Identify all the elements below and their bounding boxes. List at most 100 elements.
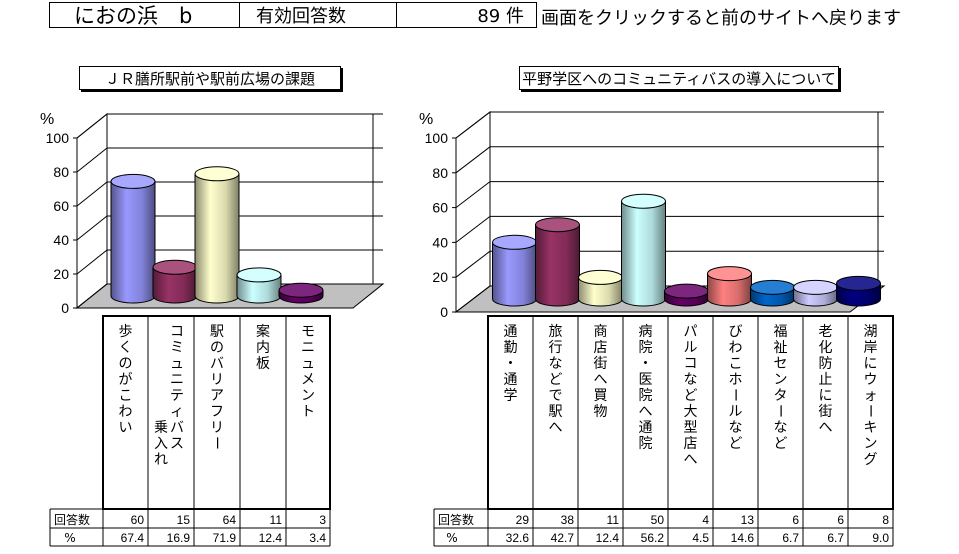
bar-top — [621, 193, 666, 209]
category-label-char: タ — [774, 388, 788, 404]
category-label-char: テ — [170, 388, 184, 404]
back-link[interactable]: 画面をクリックすると前のサイトへ戻ります — [541, 8, 901, 29]
count-cell: 13 — [741, 513, 755, 527]
category-label-char: 駅 — [549, 404, 563, 420]
category-label-char: リ — [210, 372, 224, 388]
category-label-char: ー — [727, 388, 743, 402]
gridline — [455, 216, 491, 243]
category-label-char: ー — [208, 436, 224, 450]
count-cell: 64 — [223, 513, 237, 527]
percent-cell: 3.4 — [309, 531, 326, 545]
percent-cell: 32.6 — [506, 531, 530, 545]
category-label-char: 病 — [639, 324, 653, 340]
percent-cell: 14.6 — [731, 531, 755, 545]
count-cell: 6 — [837, 513, 844, 527]
category-label-char: わ — [119, 404, 133, 420]
bar-top — [492, 234, 537, 250]
row-label-percent: % — [64, 531, 75, 545]
area-title: におの浜 b — [49, 2, 240, 28]
chart-0: 020406080100%回答数%歩くのがこわい6067.4コミュニティバス乗入… — [40, 111, 385, 547]
percent-cell: 9.0 — [872, 531, 889, 545]
count-cell: 11 — [270, 513, 283, 527]
category-label-char: リ — [210, 420, 224, 436]
category-label-char: ど — [684, 388, 698, 404]
category-label-char: ー — [772, 404, 788, 418]
bar-1 — [152, 259, 198, 304]
bar-4 — [278, 282, 324, 304]
percent-cell: 16.9 — [167, 531, 191, 545]
category-label-char: 湖 — [864, 324, 878, 340]
category-label-char: ア — [210, 388, 224, 404]
category-label-char: 岸 — [864, 340, 878, 356]
category-label-char: 老 — [819, 324, 833, 340]
category-label-char: ニ — [301, 340, 315, 356]
count-cell: 4 — [702, 513, 709, 527]
count-cell: 8 — [882, 513, 889, 527]
category-label-char: へ — [639, 404, 653, 420]
category-label-char: ど — [774, 436, 788, 452]
chart-1: 020406080100%回答数%通勤・通学2932.6旅行などで駅へ3842.… — [419, 110, 894, 547]
category-label-char: 物 — [594, 404, 608, 420]
gridline — [76, 283, 108, 309]
category-label-char: わ — [729, 340, 743, 356]
category-label-char: れ — [154, 452, 168, 468]
y-tick-label: 80 — [432, 165, 448, 181]
category-label-char: 旅 — [549, 324, 563, 340]
bar-top — [236, 267, 282, 283]
bar-body — [621, 200, 666, 307]
y-tick-label: 0 — [61, 300, 69, 316]
area-title-text: におの浜 b — [74, 4, 193, 28]
bar-6 — [750, 279, 795, 307]
category-label-char: へ — [549, 420, 563, 436]
category-label-char: 通 — [504, 372, 518, 388]
bar-top — [110, 173, 156, 189]
category-label-char: な — [549, 356, 563, 372]
bar-top — [194, 166, 240, 182]
category-label-char: 駅 — [210, 324, 224, 340]
category-label-char: く — [119, 340, 133, 356]
bar-top — [278, 282, 324, 298]
percent-cell: 56.2 — [641, 531, 665, 545]
response-count-label: 有効回答数 — [240, 2, 397, 28]
gridline — [76, 215, 108, 241]
category-label-char: 案 — [256, 323, 270, 340]
category-label-char: ・ — [639, 356, 653, 372]
gridline — [455, 250, 491, 278]
percent-cell: 42.7 — [551, 531, 575, 545]
bar-8 — [836, 275, 881, 307]
percent-cell: 12.4 — [259, 531, 283, 545]
bar-body — [110, 180, 156, 304]
data-table-0: 回答数%歩くのがこわい6067.4コミュニティバス乗入れ1516.9駅のバリアフ… — [49, 315, 331, 547]
category-label-char: 買 — [594, 388, 608, 404]
count-cell: 3 — [319, 513, 326, 527]
bar-body — [194, 173, 240, 304]
y-tick-label: 40 — [53, 232, 69, 248]
category-label-char: が — [119, 372, 133, 388]
category-label-char: 通 — [639, 420, 653, 436]
bar-3 — [621, 193, 666, 307]
category-label-char: ミ — [170, 340, 184, 356]
row-label-percent: % — [446, 531, 457, 545]
category-label-char: ル — [729, 404, 743, 420]
category-label-char: い — [119, 420, 133, 436]
bar-body — [492, 241, 537, 307]
y-tick-label: 80 — [53, 164, 69, 180]
category-label-char: 街 — [819, 404, 833, 420]
bar-body — [535, 224, 580, 307]
y-tick-label: 100 — [425, 130, 449, 146]
bar-1 — [535, 217, 580, 307]
count-cell: 11 — [607, 513, 620, 527]
side-wall — [455, 110, 491, 314]
category-label-char: ィ — [170, 404, 184, 420]
bar-top — [793, 279, 838, 295]
category-label-char: ン — [301, 388, 315, 404]
category-label-char: 学 — [504, 388, 518, 404]
category-label-char: 内 — [256, 340, 270, 356]
category-label-char: ・ — [504, 356, 518, 372]
category-label-char: で — [549, 388, 563, 404]
category-label-char: 行 — [549, 340, 563, 356]
bar-top — [535, 217, 580, 233]
chart-title-station: ＪＲ膳所駅前や駅前広場の課題 — [79, 66, 341, 90]
category-label-char: 防 — [819, 356, 833, 372]
category-label-char: 院 — [639, 340, 653, 356]
